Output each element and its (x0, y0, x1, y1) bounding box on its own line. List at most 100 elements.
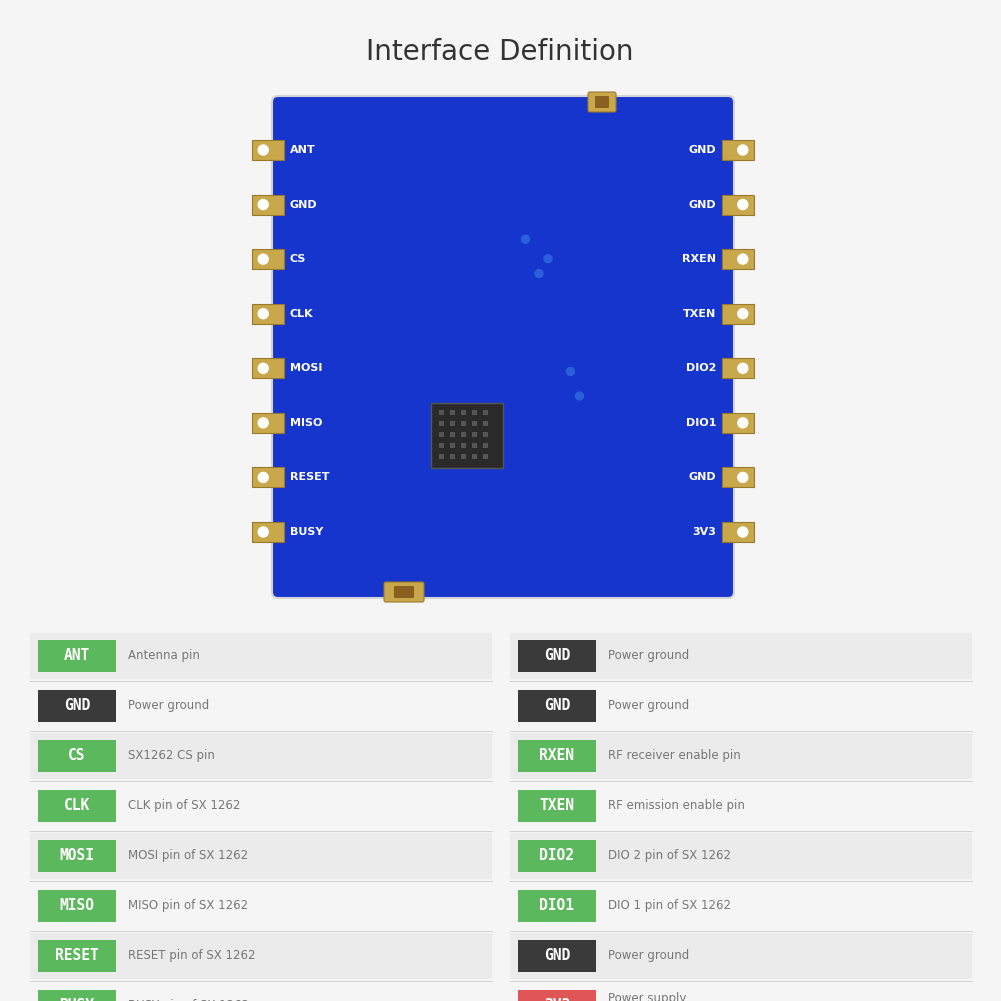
Text: RXEN: RXEN (682, 254, 716, 264)
Text: DIO1: DIO1 (686, 417, 716, 427)
Bar (722, 412, 754, 432)
Bar (518, 990, 596, 1001)
Bar (431, 402, 503, 467)
Bar (30, 683, 492, 729)
Bar (38, 740, 116, 772)
Bar (38, 790, 116, 822)
FancyBboxPatch shape (588, 92, 616, 112)
Text: DIO2: DIO2 (540, 849, 575, 864)
Circle shape (258, 417, 268, 427)
Text: ANT: ANT (290, 145, 315, 155)
Bar (472, 453, 477, 458)
Circle shape (258, 363, 268, 373)
Bar (518, 740, 596, 772)
Bar (30, 783, 492, 829)
Bar (510, 933, 972, 979)
Text: 3V3: 3V3 (692, 527, 716, 537)
Circle shape (738, 145, 748, 155)
Bar (510, 683, 972, 729)
Bar (722, 358, 754, 378)
Bar (510, 633, 972, 679)
Text: GND: GND (544, 699, 571, 714)
Text: GND: GND (544, 649, 571, 664)
Bar (518, 840, 596, 872)
Bar (450, 453, 455, 458)
Text: Antenna pin: Antenna pin (128, 650, 200, 663)
Bar (722, 303, 754, 323)
Bar (38, 840, 116, 872)
Bar (252, 412, 284, 432)
Circle shape (738, 363, 748, 373)
Text: ANT: ANT (64, 649, 90, 664)
Text: MISO: MISO (59, 899, 94, 914)
Bar (472, 409, 477, 414)
Text: TXEN: TXEN (540, 799, 575, 814)
Text: CLK: CLK (64, 799, 90, 814)
Bar (30, 733, 492, 779)
FancyBboxPatch shape (384, 582, 424, 602)
Text: CS: CS (290, 254, 306, 264)
Circle shape (738, 527, 748, 537)
Bar (510, 833, 972, 879)
Bar (483, 453, 488, 458)
Text: CS: CS (68, 749, 86, 764)
Bar (252, 522, 284, 542)
Circle shape (567, 367, 575, 375)
Text: BUSY: BUSY (290, 527, 323, 537)
Circle shape (258, 145, 268, 155)
Bar (439, 420, 444, 425)
Bar (30, 883, 492, 929)
Text: RESET: RESET (290, 472, 329, 482)
Bar (30, 633, 492, 679)
Text: TXEN: TXEN (683, 308, 716, 318)
Bar (30, 833, 492, 879)
Text: 3V3: 3V3 (544, 999, 571, 1001)
Text: MOSI pin of SX 1262: MOSI pin of SX 1262 (128, 850, 248, 863)
Bar (510, 733, 972, 779)
Text: BUSY pin of SX 1262: BUSY pin of SX 1262 (128, 1000, 249, 1001)
Bar (38, 640, 116, 672)
Bar (252, 358, 284, 378)
Bar (483, 409, 488, 414)
Text: GND: GND (689, 199, 716, 209)
Bar (461, 431, 466, 436)
Bar (518, 690, 596, 722)
Text: SX1262 CS pin: SX1262 CS pin (128, 750, 215, 763)
Bar (510, 883, 972, 929)
Bar (472, 431, 477, 436)
Bar (450, 409, 455, 414)
Bar (722, 140, 754, 160)
Bar (722, 249, 754, 269)
Text: RF receiver enable pin: RF receiver enable pin (608, 750, 741, 763)
Bar (722, 522, 754, 542)
Text: MOSI: MOSI (290, 363, 322, 373)
Bar (510, 783, 972, 829)
FancyBboxPatch shape (282, 106, 732, 596)
Circle shape (738, 254, 748, 264)
Bar (483, 420, 488, 425)
Bar (450, 431, 455, 436)
Bar (30, 933, 492, 979)
Text: GND: GND (290, 199, 317, 209)
FancyBboxPatch shape (595, 96, 609, 108)
Bar (439, 453, 444, 458)
Bar (252, 140, 284, 160)
Text: RF emission enable pin: RF emission enable pin (608, 800, 745, 813)
Circle shape (522, 235, 530, 243)
Bar (450, 442, 455, 447)
Circle shape (258, 308, 268, 318)
Bar (439, 431, 444, 436)
Text: RXEN: RXEN (540, 749, 575, 764)
Text: Power ground: Power ground (608, 650, 690, 663)
Bar (518, 890, 596, 922)
Text: CLK: CLK (290, 308, 313, 318)
Text: DIO 1 pin of SX 1262: DIO 1 pin of SX 1262 (608, 900, 731, 913)
Circle shape (258, 254, 268, 264)
Bar (472, 420, 477, 425)
Text: GND: GND (689, 472, 716, 482)
Text: GND: GND (64, 699, 90, 714)
Text: MOSI: MOSI (59, 849, 94, 864)
Text: Power ground: Power ground (608, 700, 690, 713)
Bar (518, 640, 596, 672)
Text: CLK pin of SX 1262: CLK pin of SX 1262 (128, 800, 240, 813)
